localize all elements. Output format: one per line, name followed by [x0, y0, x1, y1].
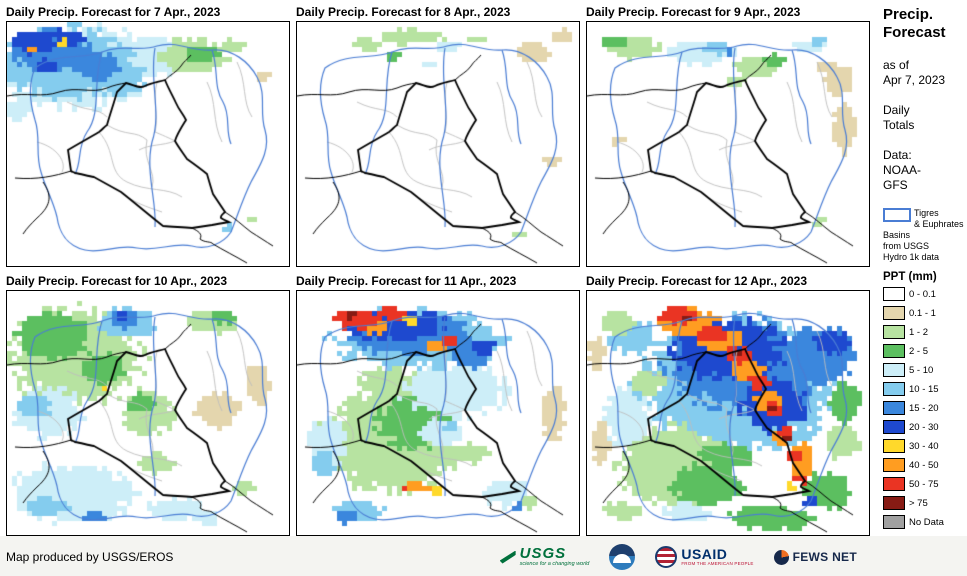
legend-swatch [883, 344, 905, 358]
precip-map-11apr [296, 290, 580, 536]
legend-item: 20 - 30 [883, 420, 965, 434]
precip-map-7apr [6, 21, 290, 267]
legend-swatch [883, 420, 905, 434]
legend-label: 0.1 - 1 [909, 307, 936, 319]
map-panel-7apr: Daily Precip. Forecast for 7 Apr., 2023 [6, 4, 292, 267]
legend-item: 50 - 75 [883, 477, 965, 491]
legend-label: 10 - 15 [909, 383, 939, 395]
logo-row: USGS science for a changing world USAID … [499, 544, 857, 570]
legend-label: 20 - 30 [909, 421, 939, 433]
precip-map-9apr [586, 21, 870, 267]
legend-item: 15 - 20 [883, 401, 965, 415]
basin-note-text: Tigres & Euphrates Basins from USGS Hydr… [883, 208, 964, 262]
usgs-swoosh-icon [499, 550, 516, 564]
panel-title-12apr: Daily Precip. Forecast for 12 Apr., 2023 [586, 274, 807, 288]
legend-item: 0 - 0.1 [883, 287, 965, 301]
maps-grid: Daily Precip. Forecast for 7 Apr., 2023 … [6, 4, 872, 536]
map-panel-8apr: Daily Precip. Forecast for 8 Apr., 2023 [296, 4, 582, 267]
legend-swatch [883, 363, 905, 377]
legend-item: 30 - 40 [883, 439, 965, 453]
as-of-date: as of Apr 7, 2023 [883, 58, 946, 87]
footer: Map produced by USGS/EROS USGS science f… [0, 536, 967, 576]
precip-map-12apr [586, 290, 870, 536]
legend-swatch [883, 458, 905, 472]
legend-swatch [883, 401, 905, 415]
legend-item: 5 - 10 [883, 363, 965, 377]
precip-legend: 0 - 0.1 0.1 - 1 1 - 2 2 - 5 5 - 10 10 - … [883, 287, 965, 529]
usaid-logo: USAID FROM THE AMERICAN PEOPLE [655, 546, 753, 568]
usgs-logo-text: USGS [519, 545, 567, 563]
legend-swatch [883, 325, 905, 339]
legend-label: 1 - 2 [909, 326, 929, 338]
noaa-emblem-icon [609, 544, 636, 570]
legend-swatch [883, 306, 905, 320]
map-panel-9apr: Daily Precip. Forecast for 9 Apr., 2023 [586, 4, 872, 267]
legend-item: 40 - 50 [883, 458, 965, 472]
daily-totals-label: Daily Totals [883, 103, 915, 132]
panel-title-10apr: Daily Precip. Forecast for 10 Apr., 2023 [6, 274, 227, 288]
legend-item: No Data [883, 515, 965, 529]
data-source-label: Data: NOAA- GFS [883, 148, 922, 192]
legend-label: 0 - 0.1 [909, 288, 936, 300]
legend-swatch [883, 439, 905, 453]
panel-title-7apr: Daily Precip. Forecast for 7 Apr., 2023 [6, 5, 221, 19]
basin-legend: Tigres & Euphrates Basins from USGS Hydr… [883, 208, 965, 263]
legend-label: 30 - 40 [909, 440, 939, 452]
legend-item: > 75 [883, 496, 965, 510]
fewsnet-globe-icon [773, 549, 789, 565]
basin-outline-swatch [883, 208, 911, 222]
legend-swatch [883, 287, 905, 301]
precip-map-8apr [296, 21, 580, 267]
precip-map-10apr [6, 290, 290, 536]
legend-item: 10 - 15 [883, 382, 965, 396]
usaid-logo-tagline: FROM THE AMERICAN PEOPLE [681, 561, 754, 567]
fewsnet-logo-text: FEWS NET [792, 550, 857, 564]
sidebar-title: Precip. Forecast [883, 6, 946, 41]
usgs-logo-tagline: science for a changing world [519, 561, 590, 568]
panel-title-11apr: Daily Precip. Forecast for 11 Apr., 2023 [296, 274, 517, 288]
legend-swatch [883, 515, 905, 529]
panel-title-8apr: Daily Precip. Forecast for 8 Apr., 2023 [296, 5, 511, 19]
legend-item: 0.1 - 1 [883, 306, 965, 320]
legend-swatch [883, 496, 905, 510]
panel-title-9apr: Daily Precip. Forecast for 9 Apr., 2023 [586, 5, 801, 19]
legend-swatch [883, 477, 905, 491]
noaa-logo [609, 544, 636, 570]
map-panel-11apr: Daily Precip. Forecast for 11 Apr., 2023 [296, 273, 582, 536]
map-panel-10apr: Daily Precip. Forecast for 10 Apr., 2023 [6, 273, 292, 536]
legend-label: 40 - 50 [909, 459, 939, 471]
legend-label: 5 - 10 [909, 364, 934, 376]
legend-item: 1 - 2 [883, 325, 965, 339]
legend-item: 2 - 5 [883, 344, 965, 358]
legend-label: 2 - 5 [909, 345, 929, 357]
usaid-seal-icon [655, 546, 678, 568]
usgs-logo: USGS science for a changing world [499, 545, 590, 568]
sidebar: Precip. Forecast as of Apr 7, 2023 Daily… [876, 0, 967, 536]
legend-title: PPT (mm) [883, 271, 937, 283]
legend-label: > 75 [909, 497, 928, 509]
legend-label: No Data [909, 516, 944, 528]
legend-label: 50 - 75 [909, 478, 939, 490]
main-area: Daily Precip. Forecast for 7 Apr., 2023 … [6, 0, 967, 536]
usaid-logo-text: USAID [681, 546, 728, 563]
fewsnet-logo: FEWS NET [773, 549, 857, 565]
legend-label: 15 - 20 [909, 402, 939, 414]
map-panel-12apr: Daily Precip. Forecast for 12 Apr., 2023 [586, 273, 872, 536]
legend-swatch [883, 382, 905, 396]
map-credit: Map produced by USGS/EROS [6, 550, 174, 564]
